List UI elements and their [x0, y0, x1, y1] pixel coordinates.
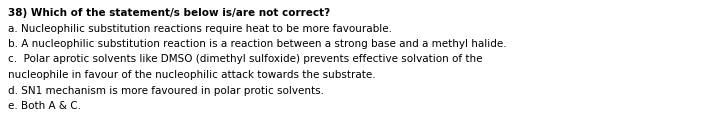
Text: d. SN1 mechanism is more favoured in polar protic solvents.: d. SN1 mechanism is more favoured in pol…	[8, 85, 324, 96]
Text: b. A nucleophilic substitution reaction is a reaction between a strong base and : b. A nucleophilic substitution reaction …	[8, 39, 507, 49]
Text: 38) Which of the statement/s below is/are not correct?: 38) Which of the statement/s below is/ar…	[8, 8, 330, 18]
Text: c.  Polar aprotic solvents like DMSO (dimethyl sulfoxide) prevents effective sol: c. Polar aprotic solvents like DMSO (dim…	[8, 54, 483, 65]
Text: e. Both A & C.: e. Both A & C.	[8, 101, 81, 111]
Text: nucleophile in favour of the nucleophilic attack towards the substrate.: nucleophile in favour of the nucleophili…	[8, 70, 376, 80]
Text: a. Nucleophilic substitution reactions require heat to be more favourable.: a. Nucleophilic substitution reactions r…	[8, 24, 392, 33]
